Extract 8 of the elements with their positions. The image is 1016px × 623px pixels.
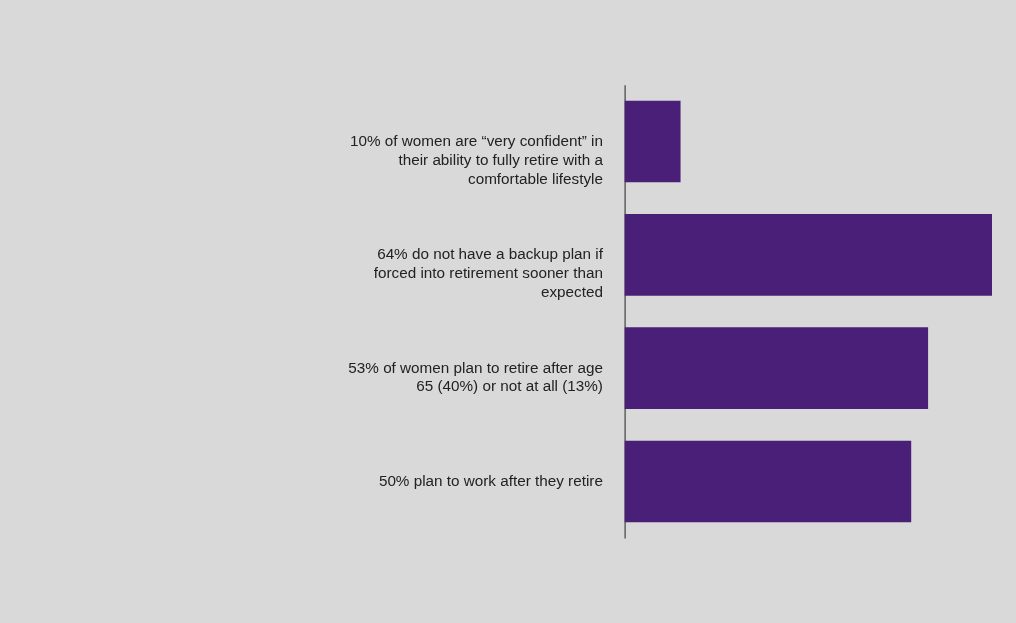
- y-tick-label: 10% of women are “very confident” in their ability to fully retire with a comfortable lifestyle: [350, 131, 604, 187]
- bar: [624, 100, 681, 183]
- bar: [624, 440, 912, 523]
- y-tick-label: 53% of women plan to retire after age 65 (40%) or not at all (13%): [348, 358, 603, 395]
- y-tick-label: 50% plan to work after they retire: [378, 471, 603, 489]
- bar: [624, 327, 929, 409]
- bar: [624, 214, 992, 296]
- y-tick-label: 64% do not have a backup plan if forced into retirement sooner than expected: [373, 245, 604, 301]
